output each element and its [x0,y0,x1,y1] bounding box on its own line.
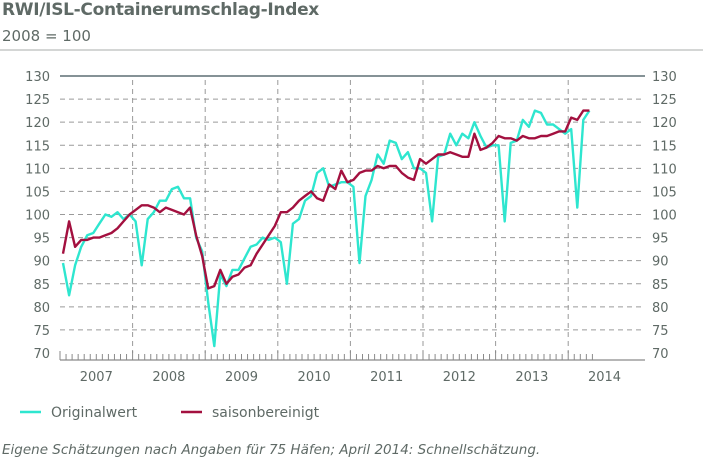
series-lines [61,109,591,348]
y-tick-label-right: 100 [652,209,677,224]
legend-label: Originalwert [51,405,138,421]
y-tick-label-right: 95 [652,232,669,247]
x-tick-label: 2009 [225,370,258,385]
y-tick-label-right: 85 [652,278,669,293]
y-tick-label-right: 75 [652,324,669,339]
y-tick-label-right: 70 [652,347,669,362]
legend-label: saisonbereinigt [212,405,320,421]
y-tick-label-right: 120 [652,116,677,131]
y-tick-label-left: 95 [33,232,50,247]
y-tick-label-left: 130 [25,70,50,85]
series-line-originalwert [61,109,591,348]
y-tick-label-right: 125 [652,93,677,108]
x-tick-label: 2014 [588,370,621,385]
title-separator [0,49,703,51]
x-tick-label: 2012 [443,370,476,385]
y-tick-label-right: 130 [652,70,677,85]
x-tick-label: 2007 [80,370,113,385]
x-tick-label: 2010 [298,370,331,385]
y-tick-label-left: 85 [33,278,50,293]
y-tick-label-left: 90 [33,255,50,270]
x-tick-label: 2011 [370,370,403,385]
y-tick-label-left: 105 [25,185,50,200]
chart-subtitle: 2008 = 100 [2,27,91,45]
grid [60,75,645,353]
y-tick-label-left: 80 [33,301,50,316]
y-tick-label-right: 105 [652,185,677,200]
y-tick-label-left: 115 [25,139,50,154]
y-tick-label-right: 110 [652,162,677,177]
y-tick-label-left: 70 [33,347,50,362]
y-tick-label-right: 90 [652,255,669,270]
x-tick-label: 2008 [152,370,185,385]
y-tick-label-left: 75 [33,324,50,339]
footnote: Eigene Schätzungen nach Angaben für 75 H… [2,442,541,458]
y-tick-label-left: 120 [25,116,50,131]
legend: Originalwert saisonbereinigt [20,405,320,421]
y-tick-label-left: 125 [25,93,50,108]
y-tick-label-left: 110 [25,162,50,177]
y-tick-label-right: 80 [652,301,669,316]
chart-title: RWI/ISL-Containerumschlag-Index [2,0,319,20]
x-tick-label: 2013 [515,370,548,385]
axes: 70 70 75 75 80 80 85 85 90 90 95 95 100 100 105 105 110 1… [25,70,677,385]
series-line-saisonbereinigt [61,109,590,290]
y-tick-label-right: 115 [652,139,677,154]
y-tick-label-left: 100 [25,209,50,224]
